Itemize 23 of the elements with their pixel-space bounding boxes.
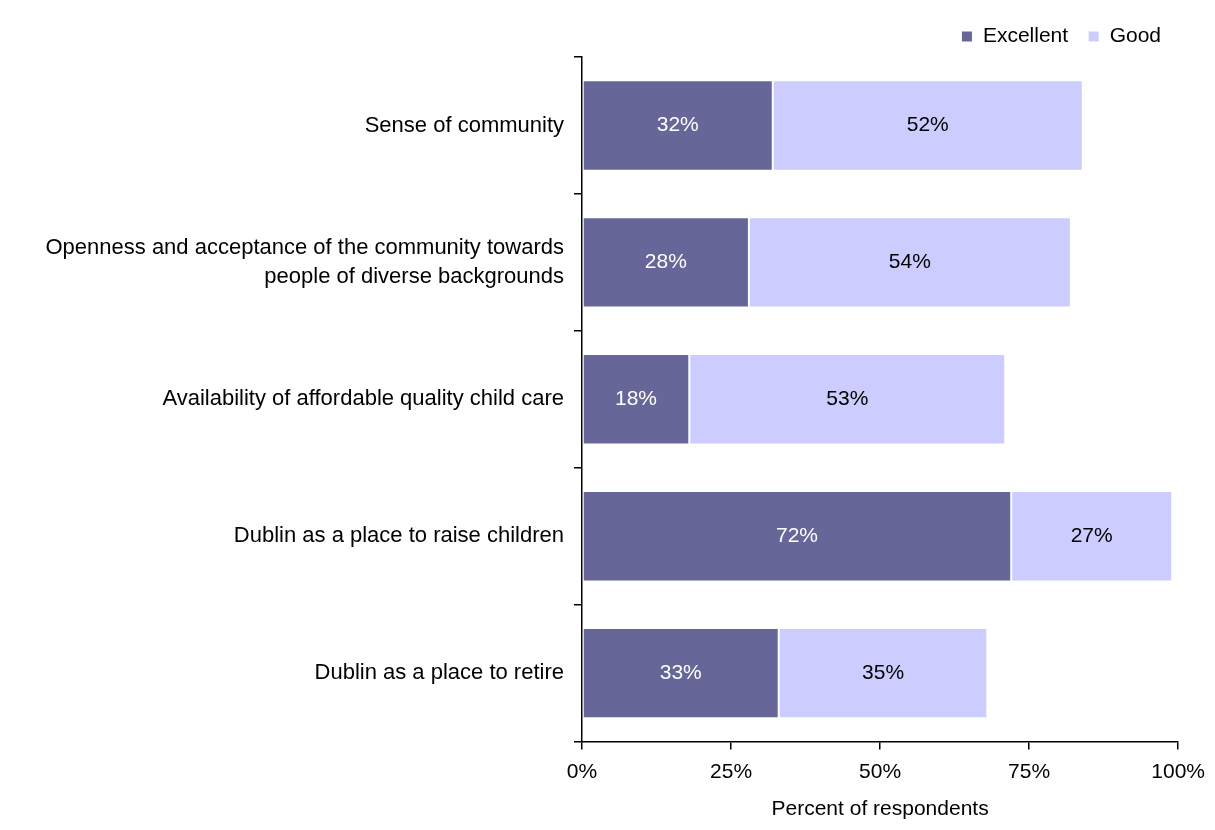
data-label: 27% xyxy=(1070,523,1113,547)
y-tick-label: Dublin as a place to retire xyxy=(314,659,564,685)
data-label: 53% xyxy=(826,386,869,410)
data-label: 32% xyxy=(656,112,699,136)
y-tick-label: Openness and acceptance of the community towards people of diverse backgrounds xyxy=(45,234,564,288)
legend-label: Excellent xyxy=(982,23,1069,47)
data-label: 54% xyxy=(888,249,931,273)
data-label: 33% xyxy=(659,659,702,683)
data-label: 52% xyxy=(906,112,949,136)
x-axis-title: Percent of respondents xyxy=(771,796,989,820)
x-tick-label: 0% xyxy=(566,759,598,782)
x-tick-label: 50% xyxy=(859,759,902,782)
y-tick-label: Sense of community xyxy=(364,111,564,137)
data-label: 35% xyxy=(862,659,905,683)
x-tick-label: 100% xyxy=(1151,759,1205,782)
x-tick-label: 25% xyxy=(710,759,753,782)
legend-label: Good xyxy=(1109,23,1161,47)
y-tick-label: Availability of affordable quality child care xyxy=(162,385,564,411)
y-tick-label: Dublin as a place to raise children xyxy=(233,522,564,548)
x-tick-label: 75% xyxy=(1008,759,1051,782)
data-label: 72% xyxy=(775,523,818,547)
data-label: 18% xyxy=(615,386,658,410)
data-label: 28% xyxy=(644,249,687,273)
